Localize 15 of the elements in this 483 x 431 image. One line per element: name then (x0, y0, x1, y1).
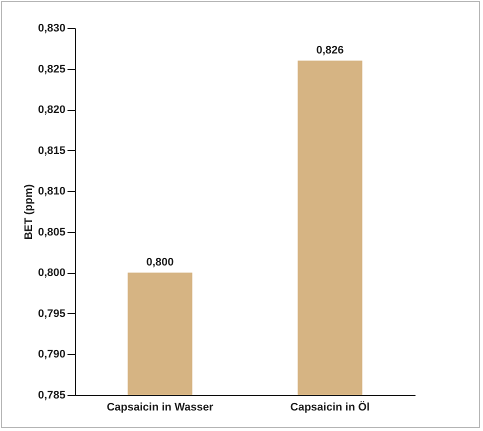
y-axis-title: BET (ppm) (22, 184, 35, 240)
y-tick-label: 0,810 (38, 186, 66, 198)
y-tick-label: 0,785 (38, 390, 66, 402)
y-tick-label: 0,805 (38, 226, 66, 238)
y-tick-label: 0,815 (38, 144, 66, 157)
y-tick-label: 0,825 (38, 63, 66, 76)
y-tick-label: 0,800 (38, 267, 66, 280)
x-tick-label: Capsaicin in Wasser (106, 402, 214, 414)
data-label: 0,800 (146, 256, 174, 269)
y-tick-label: 0,820 (38, 104, 66, 116)
y-tick-label: 0,830 (38, 22, 66, 34)
y-tick-label: 0,795 (38, 308, 66, 320)
y-tick-label: 0,790 (38, 348, 66, 361)
data-label: 0,826 (316, 44, 344, 57)
x-tick-label: Capsaicin in Öl (290, 400, 370, 414)
